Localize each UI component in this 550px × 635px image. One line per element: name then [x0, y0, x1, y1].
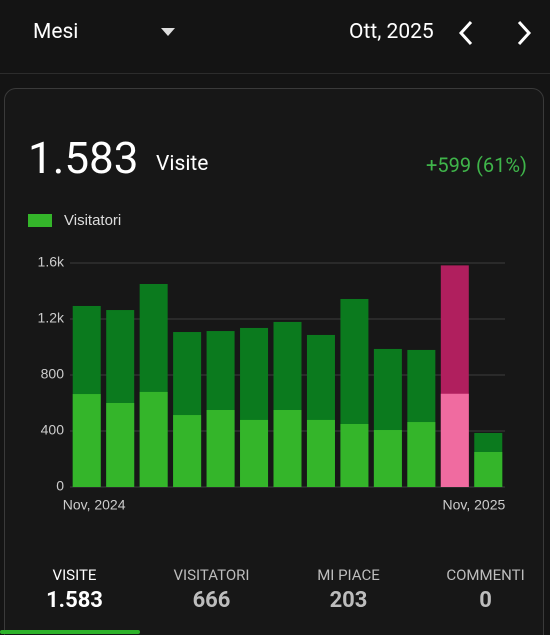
tab-value: 1.583 [46, 588, 103, 613]
total-value: 1.583 [28, 132, 139, 184]
bar [106, 403, 135, 487]
x-tick-label: Nov, 2024 [63, 497, 126, 513]
metric-label: Visite [156, 152, 209, 176]
tab[interactable]: COMMENTI 0 [417, 566, 550, 613]
tab-value: 0 [479, 588, 492, 613]
next-button[interactable] [514, 20, 534, 46]
y-tick-label: 400 [41, 422, 65, 438]
dropdown-icon[interactable] [160, 27, 176, 37]
tab[interactable]: VISITATORI 666 [143, 566, 280, 613]
x-tick-label: Nov, 2025 [442, 497, 505, 513]
legend-label: Visitatori [64, 212, 121, 229]
change-label: +599 (61%) [426, 153, 527, 177]
bar [373, 430, 402, 487]
tab-value: 203 [329, 588, 368, 613]
bar [240, 419, 269, 487]
date-label: Ott, 2025 [349, 20, 434, 44]
prev-button[interactable] [456, 20, 476, 46]
tab-label: MI PIACE [317, 566, 380, 584]
bar [273, 410, 302, 487]
divider [0, 73, 550, 74]
y-tick-label: 800 [41, 366, 65, 382]
y-tick-label: 1.2k [38, 310, 65, 326]
active-tab-indicator [0, 630, 140, 634]
bar [340, 424, 369, 487]
bar [474, 452, 503, 487]
chart: Visitatori 0 400 800 1.2k 1.6k Nov, 2024 Nov, 2… [28, 212, 505, 513]
bar [407, 422, 436, 487]
bar [440, 393, 469, 487]
period-selector[interactable]: Mesi [33, 20, 79, 44]
bar [206, 410, 235, 487]
tab-label: VISITATORI [173, 566, 250, 584]
bar [139, 391, 168, 487]
tab-label: VISITE [52, 566, 97, 584]
bar [173, 415, 202, 487]
tab[interactable]: VISITE 1.583 [6, 566, 143, 613]
bar [306, 419, 335, 487]
legend-swatch [28, 214, 52, 227]
y-tick-label: 1.6k [38, 254, 65, 270]
bar [72, 394, 101, 487]
tab-label: COMMENTI [446, 566, 525, 584]
y-tick-label: 0 [56, 478, 64, 494]
tab-value: 666 [192, 588, 231, 613]
tab[interactable]: MI PIACE 203 [280, 566, 417, 613]
